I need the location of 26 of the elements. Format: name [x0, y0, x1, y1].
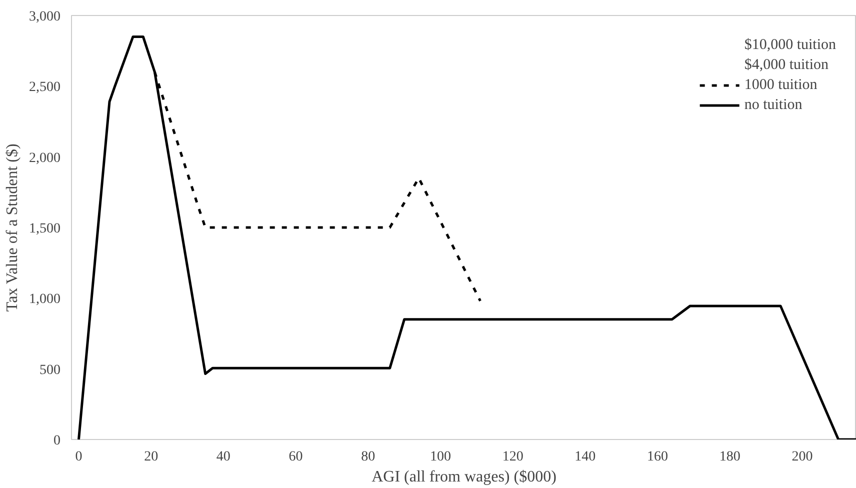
y-tick-label: 1,000 — [29, 292, 60, 308]
y-tick-label: 0 — [54, 434, 60, 448]
y-tick-label: 500 — [40, 362, 60, 378]
x-axis-title: AGI (all from wages) ($000) — [372, 468, 556, 486]
x-tick-label: 80 — [361, 450, 376, 464]
line-series — [77, 35, 856, 440]
x-tick-label: 40 — [216, 450, 230, 464]
y-tick-label: 1,500 — [29, 222, 60, 236]
x-tick-label: 160 — [647, 450, 668, 464]
legend-label: 1000 tuition — [744, 76, 818, 94]
annotation: $10,000 tuition — [744, 36, 836, 54]
x-tick-label: 0 — [75, 450, 82, 464]
y-tick-label: 2,500 — [29, 80, 60, 96]
line-series — [153, 70, 482, 302]
x-tick-label: 200 — [792, 450, 813, 464]
x-tick-label: 20 — [144, 450, 158, 464]
y-tick-label: 2,000 — [29, 150, 60, 166]
y-tick-label: 3,000 — [29, 10, 60, 24]
legend-label: no tuition — [744, 96, 802, 114]
x-tick-label: 140 — [574, 450, 596, 464]
x-tick-label: 180 — [719, 450, 740, 464]
x-tick-label: 120 — [502, 450, 524, 464]
y-axis-title: Tax Value of a Student ($) — [4, 144, 21, 312]
x-tick-label: 100 — [430, 450, 451, 464]
x-tick-label: 60 — [288, 450, 303, 464]
annotation: $4,000 tuition — [744, 56, 828, 74]
